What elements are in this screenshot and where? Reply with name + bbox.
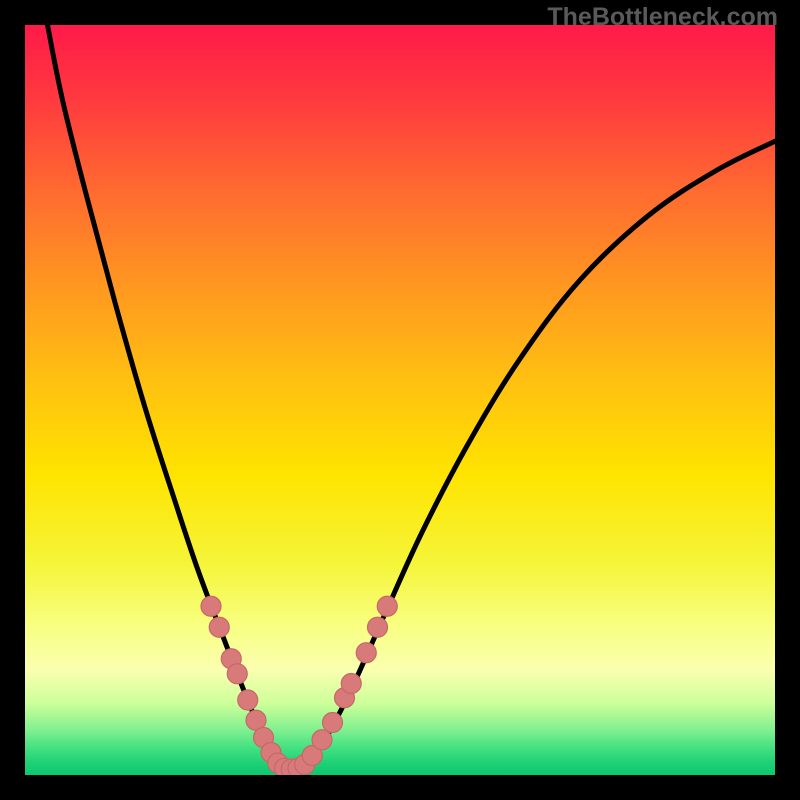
- curve-marker: [201, 596, 221, 616]
- curve-marker: [209, 617, 229, 637]
- curve-marker: [238, 690, 258, 710]
- curve-marker: [377, 596, 397, 616]
- curve-marker: [341, 674, 361, 694]
- watermark-text: TheBottleneck.com: [547, 3, 778, 32]
- curve-marker: [227, 664, 247, 684]
- chart-frame: TheBottleneck.com: [0, 0, 800, 800]
- curve-marker: [356, 643, 376, 663]
- plot-background: [25, 25, 775, 775]
- curve-marker: [323, 713, 343, 733]
- curve-marker: [368, 617, 388, 637]
- bottleneck-curve-chart: [0, 0, 800, 800]
- curve-marker: [312, 730, 332, 750]
